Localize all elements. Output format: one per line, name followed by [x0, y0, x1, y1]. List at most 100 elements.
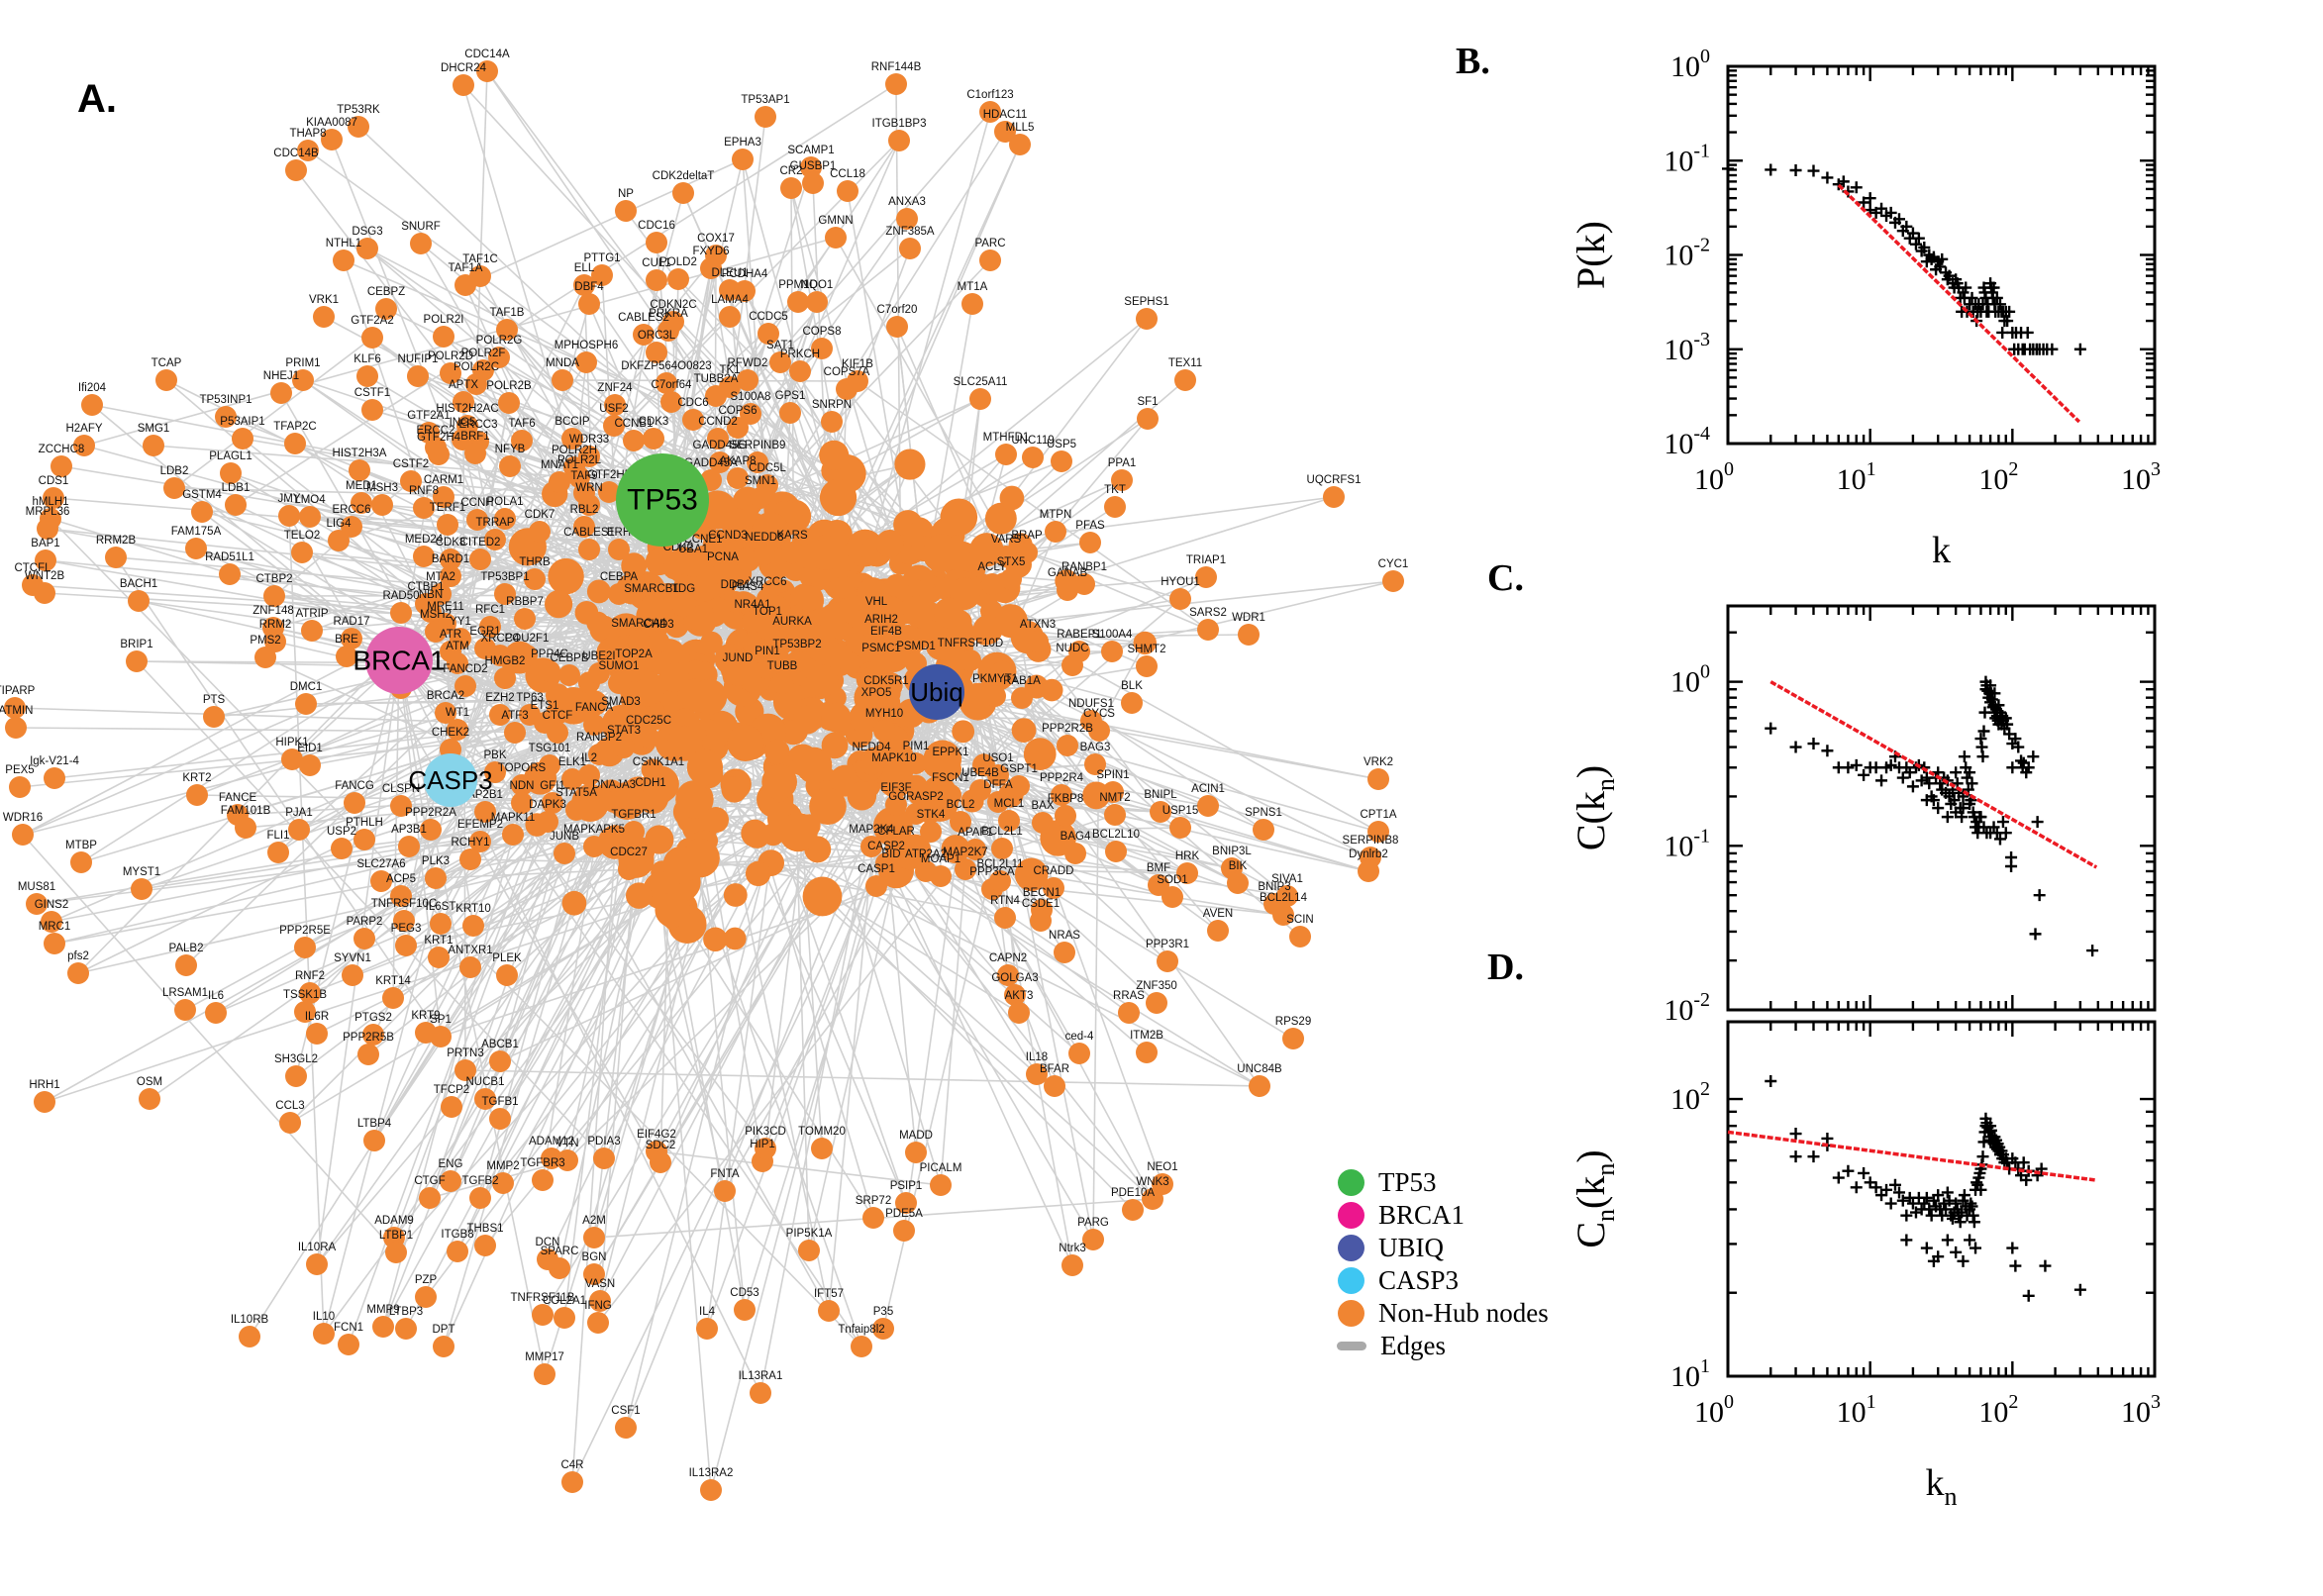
plot-ticks — [1726, 1022, 2157, 1378]
legend-item-ubiq: UBIQ — [1327, 1232, 1584, 1264]
panel-label-c: C. — [1487, 557, 1524, 599]
network-edge — [464, 1069, 1261, 1087]
network-edge — [469, 858, 1188, 874]
legend-item-edges: Edges — [1327, 1330, 1584, 1362]
network-node — [999, 485, 1025, 511]
x-axis-title: k — [1932, 530, 1951, 571]
data-point — [1968, 1216, 1980, 1229]
network-edge — [80, 659, 400, 863]
x-tick-label: 102 — [1978, 1391, 2018, 1429]
network-edge — [420, 243, 616, 406]
network-node — [1014, 857, 1049, 892]
scatter-points — [1722, 162, 2086, 355]
panel-label-a: A. — [77, 77, 117, 121]
data-point — [1850, 758, 1863, 771]
network-node — [721, 776, 748, 803]
fit-line — [1837, 183, 2081, 424]
data-point — [2039, 1259, 2052, 1272]
data-point — [2005, 851, 2018, 864]
network-node — [904, 774, 928, 798]
legend-item-tp53: TP53 — [1327, 1166, 1584, 1199]
panel-label-d: D. — [1487, 947, 1524, 988]
network-edge — [709, 743, 907, 1204]
legend-label: BRCA1 — [1378, 1200, 1465, 1230]
legend-label: TP53 — [1378, 1167, 1437, 1197]
network-edge — [661, 140, 900, 501]
network-edge — [301, 551, 566, 577]
y-axis-title: C(kn​) — [1568, 765, 1620, 850]
data-point — [1821, 745, 1834, 757]
data-point — [1923, 777, 1936, 790]
network-edge — [338, 466, 575, 542]
network-edge — [561, 379, 858, 382]
data-point — [1850, 1181, 1863, 1194]
network-edge — [475, 70, 488, 385]
data-point — [1765, 163, 1777, 176]
y-tick-label: 10-1 — [1664, 825, 1710, 862]
x-tick-label: 101 — [1837, 458, 1876, 496]
network-edge — [235, 83, 897, 506]
data-point — [1920, 1242, 1933, 1254]
network-edge — [857, 380, 1209, 631]
y-tick-label: 100 — [1670, 46, 1710, 83]
network-node — [1133, 631, 1157, 655]
network-node — [821, 732, 849, 759]
data-point — [2027, 750, 2040, 763]
network-edge — [547, 779, 780, 1260]
network-node — [1023, 738, 1057, 771]
y-tick-label: 10-3 — [1664, 329, 1710, 366]
network-edge — [450, 499, 663, 750]
x-tick-label: 103 — [2121, 1391, 2161, 1429]
legend-label: UBIQ — [1378, 1233, 1444, 1262]
network-edge — [1026, 551, 1209, 631]
plot-panel-B: 100 101 102 103 100 10-1 10-2 10-3 10-4 P(k) k — [1568, 46, 2161, 571]
x-tick-label: 100 — [1694, 1391, 1734, 1429]
network-node — [894, 449, 926, 480]
network-edge — [22, 499, 663, 836]
data-point — [1884, 1197, 1897, 1210]
data-point — [2029, 928, 2042, 941]
network-edge — [656, 1150, 942, 1186]
legend-label: Edges — [1380, 1331, 1446, 1360]
data-point — [1789, 164, 1802, 177]
data-point — [1958, 750, 1970, 763]
network-edge — [542, 735, 896, 1316]
network-node — [700, 631, 723, 654]
plot-panel-C: 100 10-1 10-2 C(kn​) — [1568, 604, 2157, 1027]
legend-label: CASP3 — [1378, 1265, 1460, 1295]
data-point — [1950, 1246, 1963, 1258]
node-swatch-icon — [1338, 1169, 1364, 1196]
data-point — [2073, 343, 2086, 355]
network-node — [952, 720, 975, 744]
data-point — [1858, 768, 1870, 781]
data-point — [1842, 1164, 1855, 1177]
network-edge — [288, 515, 325, 1335]
data-point — [1807, 1150, 1820, 1163]
data-point — [1875, 774, 1888, 787]
network-edge — [564, 575, 623, 725]
data-point — [1821, 1132, 1834, 1145]
network-edge — [985, 576, 1207, 596]
network-node — [819, 478, 858, 517]
data-point — [1858, 1166, 1870, 1179]
node-swatch-icon — [1338, 1235, 1364, 1261]
network-edge — [656, 714, 1261, 1087]
panel-label-b: B. — [1456, 41, 1490, 82]
network-edge — [450, 476, 580, 781]
network-edge — [450, 466, 575, 781]
data-point — [2086, 945, 2099, 957]
y-tick-label: 10-2 — [1664, 989, 1710, 1027]
network-node — [984, 502, 1017, 535]
legend-item-brca1: BRCA1 — [1327, 1199, 1584, 1232]
data-point — [1807, 164, 1820, 177]
data-point — [2073, 1283, 2086, 1296]
data-point — [1958, 1189, 1970, 1202]
node-swatch-icon — [1338, 1267, 1364, 1294]
data-point — [1957, 1254, 1970, 1267]
network-node — [1011, 718, 1037, 743]
network-node — [675, 780, 714, 819]
y-tick-label: 10-2 — [1664, 235, 1710, 272]
data-point — [1999, 827, 2012, 840]
network-node — [941, 835, 970, 864]
